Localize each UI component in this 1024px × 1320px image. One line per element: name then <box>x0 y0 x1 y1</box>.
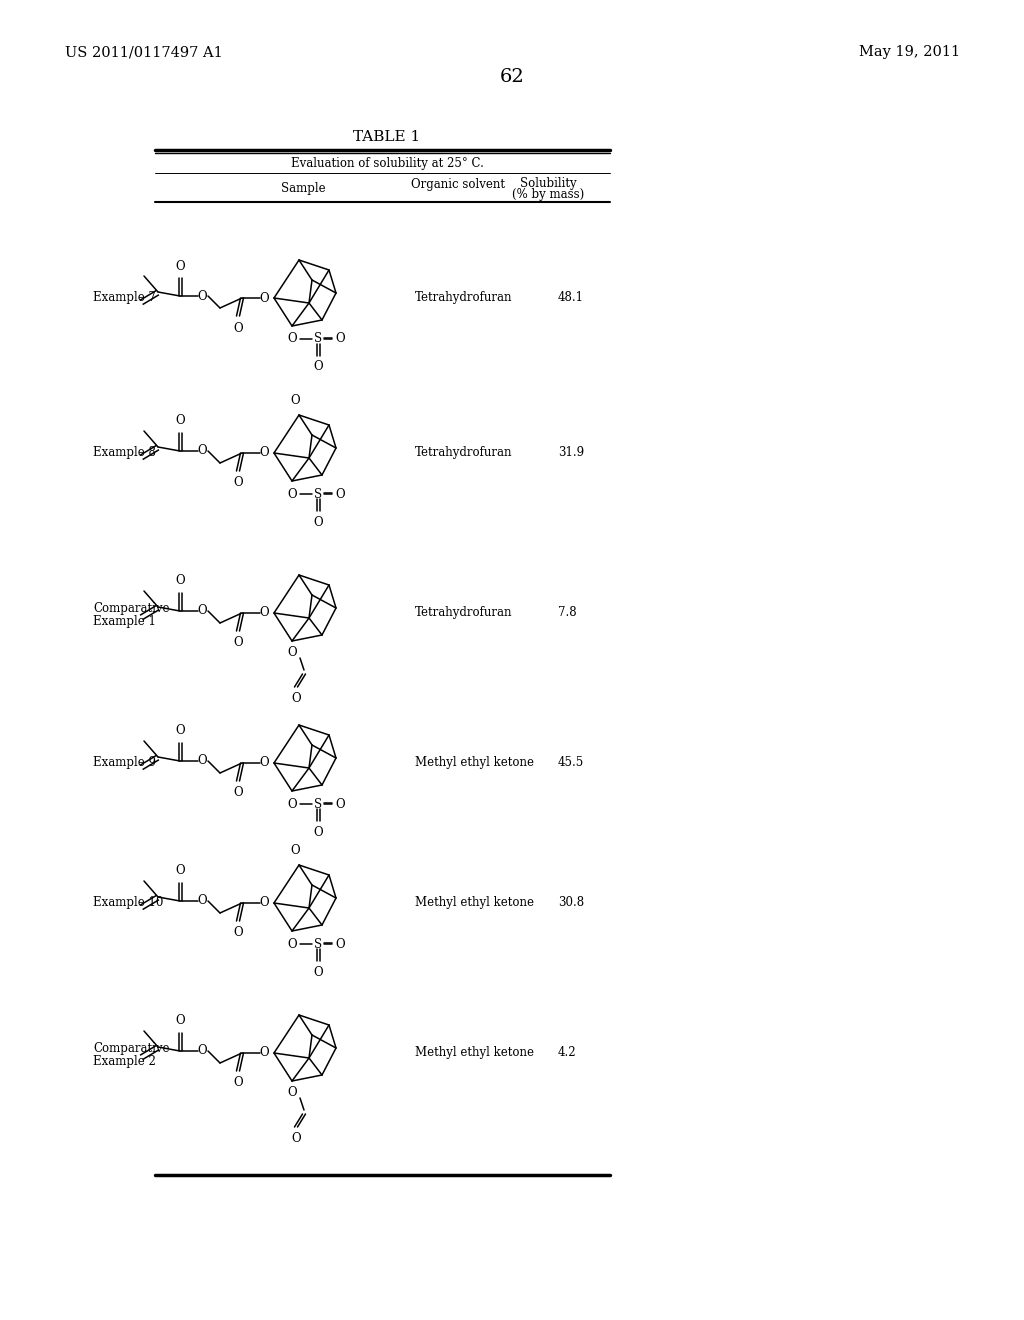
Text: Example 8: Example 8 <box>93 446 156 459</box>
Text: 30.8: 30.8 <box>558 896 584 909</box>
Text: O: O <box>259 292 269 305</box>
Text: May 19, 2011: May 19, 2011 <box>859 45 961 59</box>
Text: (% by mass): (% by mass) <box>512 187 584 201</box>
Text: O: O <box>175 725 184 738</box>
Text: O: O <box>233 787 243 800</box>
Text: O: O <box>259 446 269 459</box>
Text: O: O <box>175 260 184 272</box>
Text: US 2011/0117497 A1: US 2011/0117497 A1 <box>65 45 223 59</box>
Text: O: O <box>335 937 345 950</box>
Text: O: O <box>313 825 323 838</box>
Text: O: O <box>198 289 207 302</box>
Text: S: S <box>314 333 323 346</box>
Text: Example 1: Example 1 <box>93 615 156 628</box>
Text: Methyl ethyl ketone: Methyl ethyl ketone <box>415 756 534 770</box>
Text: O: O <box>198 755 207 767</box>
Text: Methyl ethyl ketone: Methyl ethyl ketone <box>415 1045 534 1059</box>
Text: O: O <box>291 692 301 705</box>
Text: O: O <box>335 333 345 346</box>
Text: Comparative: Comparative <box>93 602 170 615</box>
Text: O: O <box>335 487 345 500</box>
Text: Organic solvent: Organic solvent <box>411 178 505 191</box>
Text: O: O <box>175 414 184 428</box>
Text: O: O <box>287 937 297 950</box>
Text: O: O <box>287 797 297 810</box>
Text: Tetrahydrofuran: Tetrahydrofuran <box>415 290 512 304</box>
Text: O: O <box>233 322 243 334</box>
Text: O: O <box>175 574 184 587</box>
Text: O: O <box>198 605 207 618</box>
Text: S: S <box>314 937 323 950</box>
Text: O: O <box>175 1015 184 1027</box>
Text: O: O <box>198 1044 207 1057</box>
Text: O: O <box>233 927 243 940</box>
Text: TABLE 1: TABLE 1 <box>353 129 421 144</box>
Text: Comparative: Comparative <box>93 1041 170 1055</box>
Text: O: O <box>290 845 300 858</box>
Text: O: O <box>259 1047 269 1060</box>
Text: Example 10: Example 10 <box>93 896 164 909</box>
Text: O: O <box>287 487 297 500</box>
Text: O: O <box>198 895 207 908</box>
Text: O: O <box>198 445 207 458</box>
Text: 31.9: 31.9 <box>558 446 584 459</box>
Text: Tetrahydrofuran: Tetrahydrofuran <box>415 606 512 619</box>
Text: O: O <box>313 360 323 374</box>
Text: Example 9: Example 9 <box>93 756 156 770</box>
Text: O: O <box>175 865 184 878</box>
Text: O: O <box>259 756 269 770</box>
Text: O: O <box>233 477 243 490</box>
Text: 7.8: 7.8 <box>558 606 577 619</box>
Text: Sample: Sample <box>281 182 326 195</box>
Text: O: O <box>259 896 269 909</box>
Text: S: S <box>314 797 323 810</box>
Text: Example 7: Example 7 <box>93 290 156 304</box>
Text: O: O <box>313 965 323 978</box>
Text: O: O <box>233 1077 243 1089</box>
Text: O: O <box>259 606 269 619</box>
Text: S: S <box>314 487 323 500</box>
Text: Tetrahydrofuran: Tetrahydrofuran <box>415 446 512 459</box>
Text: O: O <box>291 1131 301 1144</box>
Text: 45.5: 45.5 <box>558 756 585 770</box>
Text: 48.1: 48.1 <box>558 290 584 304</box>
Text: 4.2: 4.2 <box>558 1045 577 1059</box>
Text: O: O <box>287 333 297 346</box>
Text: Example 2: Example 2 <box>93 1055 156 1068</box>
Text: Solubility: Solubility <box>520 177 577 190</box>
Text: O: O <box>287 645 297 659</box>
Text: O: O <box>313 516 323 528</box>
Text: O: O <box>335 797 345 810</box>
Text: Methyl ethyl ketone: Methyl ethyl ketone <box>415 896 534 909</box>
Text: O: O <box>290 395 300 408</box>
Text: 62: 62 <box>500 69 524 86</box>
Text: O: O <box>287 1085 297 1098</box>
Text: O: O <box>233 636 243 649</box>
Text: Evaluation of solubility at 25° C.: Evaluation of solubility at 25° C. <box>291 157 483 170</box>
